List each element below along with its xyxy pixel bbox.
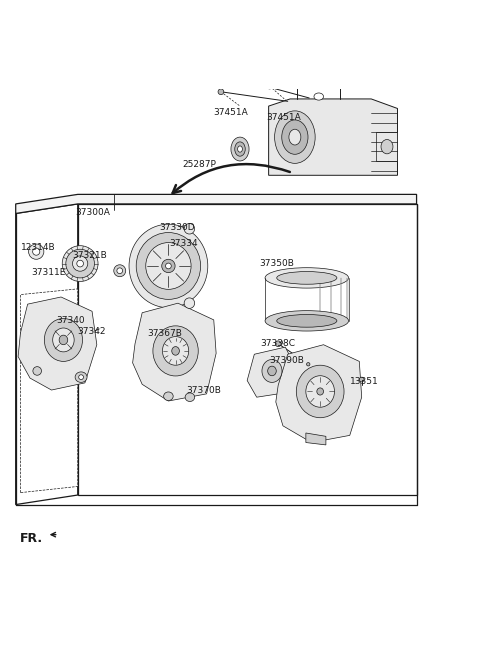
Ellipse shape (129, 224, 208, 308)
Ellipse shape (117, 268, 122, 274)
Ellipse shape (29, 244, 44, 259)
Text: 37367B: 37367B (147, 329, 182, 338)
Text: 12314B: 12314B (21, 243, 55, 253)
Text: 25287P: 25287P (183, 160, 216, 169)
Ellipse shape (276, 341, 281, 346)
Ellipse shape (72, 256, 88, 271)
Ellipse shape (307, 363, 310, 366)
Ellipse shape (59, 335, 68, 344)
Ellipse shape (185, 393, 195, 401)
Ellipse shape (33, 367, 41, 375)
Polygon shape (269, 99, 397, 175)
Ellipse shape (277, 272, 337, 284)
Ellipse shape (172, 346, 180, 355)
Ellipse shape (289, 129, 301, 145)
Ellipse shape (360, 377, 364, 382)
Text: 37370B: 37370B (187, 386, 221, 396)
Ellipse shape (166, 263, 171, 269)
Ellipse shape (235, 142, 245, 156)
Text: 37311E: 37311E (31, 268, 65, 277)
Polygon shape (306, 433, 326, 445)
Ellipse shape (146, 243, 191, 289)
Ellipse shape (66, 249, 95, 278)
Text: 37321B: 37321B (72, 251, 107, 260)
Ellipse shape (268, 366, 276, 376)
Text: 37342: 37342 (78, 327, 106, 336)
Polygon shape (16, 194, 417, 213)
Ellipse shape (162, 337, 189, 365)
Ellipse shape (262, 359, 282, 382)
Text: 37451A: 37451A (214, 108, 249, 117)
Ellipse shape (231, 137, 249, 161)
Polygon shape (132, 303, 216, 401)
Ellipse shape (162, 259, 175, 273)
Ellipse shape (277, 314, 337, 327)
Ellipse shape (79, 375, 84, 380)
Ellipse shape (317, 388, 324, 395)
Ellipse shape (75, 372, 87, 382)
Text: 13351: 13351 (350, 377, 379, 386)
Text: FR.: FR. (20, 533, 43, 545)
Ellipse shape (44, 318, 83, 361)
Ellipse shape (306, 376, 335, 407)
Ellipse shape (53, 328, 74, 352)
Ellipse shape (184, 298, 195, 308)
Ellipse shape (218, 89, 224, 94)
Polygon shape (18, 297, 97, 390)
Ellipse shape (265, 268, 348, 288)
Ellipse shape (136, 233, 201, 299)
Text: 37451A: 37451A (266, 113, 301, 121)
Ellipse shape (267, 83, 273, 89)
Text: 37330D: 37330D (159, 223, 194, 232)
Ellipse shape (184, 224, 195, 234)
Text: 37334: 37334 (169, 239, 198, 247)
Ellipse shape (62, 246, 98, 281)
Text: 37340: 37340 (56, 316, 85, 325)
Text: 37350B: 37350B (259, 258, 294, 268)
Ellipse shape (265, 311, 348, 331)
Text: 37338C: 37338C (260, 339, 295, 348)
Ellipse shape (153, 326, 198, 376)
Ellipse shape (164, 392, 173, 401)
Polygon shape (16, 204, 78, 504)
Polygon shape (21, 289, 78, 493)
Ellipse shape (275, 111, 315, 163)
Text: 37390B: 37390B (270, 356, 304, 365)
Ellipse shape (77, 260, 84, 267)
Ellipse shape (282, 120, 308, 154)
Ellipse shape (238, 146, 242, 152)
Ellipse shape (33, 248, 40, 255)
Ellipse shape (381, 140, 393, 154)
Ellipse shape (114, 265, 126, 277)
Text: 37300A: 37300A (75, 208, 110, 217)
FancyBboxPatch shape (376, 133, 397, 161)
Ellipse shape (314, 93, 324, 100)
Polygon shape (276, 344, 362, 443)
Ellipse shape (296, 365, 344, 418)
Polygon shape (247, 347, 295, 397)
Polygon shape (78, 204, 417, 495)
